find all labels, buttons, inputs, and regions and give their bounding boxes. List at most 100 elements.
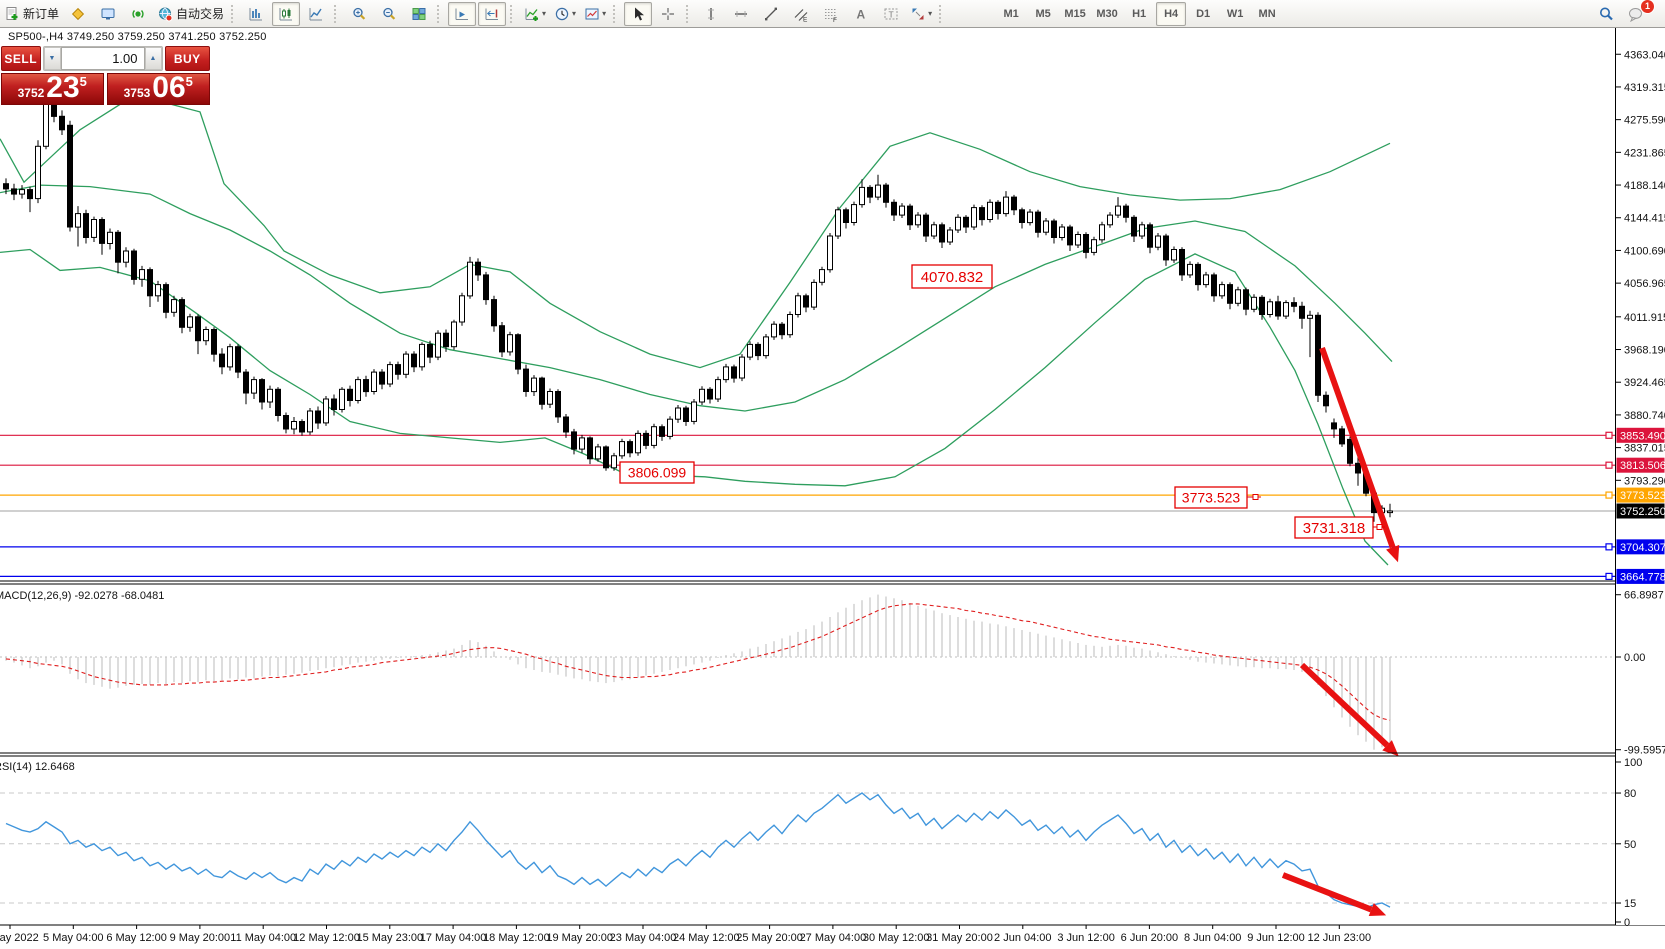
annotation-box[interactable] (1294, 516, 1374, 539)
candle-body (1131, 216, 1137, 237)
signals-button[interactable] (124, 2, 152, 26)
tf-w1-button[interactable]: W1 (1226, 7, 1244, 20)
candle-body (179, 299, 185, 328)
chart-ohlc-info: SP500-,H4 3749.250 3759.250 3741.250 375… (8, 31, 267, 43)
trend-arrow-line-0[interactable] (1319, 346, 1396, 549)
candle-body (627, 441, 633, 454)
line-chart-button[interactable] (302, 2, 330, 26)
hline-node[interactable] (1605, 491, 1613, 499)
tf-m5-button[interactable]: M5 (1035, 7, 1051, 20)
buy-price-display[interactable]: 3753 06 5 (106, 73, 210, 105)
chart-shift-button[interactable] (478, 1, 507, 26)
zoom-out-button[interactable] (375, 2, 403, 26)
hline-node[interactable] (1605, 572, 1613, 581)
candle-body (1027, 211, 1033, 224)
market-watch-button[interactable] (94, 2, 122, 26)
candle-body (387, 364, 393, 385)
annotation-box[interactable] (1174, 486, 1248, 509)
autotrading-button[interactable]: 自动交易 (154, 2, 227, 26)
sell-price-big: 23 (46, 71, 80, 104)
candle-body (899, 205, 905, 216)
candle-body (75, 213, 81, 228)
new-order-button[interactable]: 新订单 (1, 2, 62, 26)
zoom-in-button[interactable] (345, 2, 373, 26)
dropdown-caret-icon[interactable]: ▾ (928, 9, 933, 18)
dropdown-caret-icon[interactable]: ▾ (602, 9, 607, 18)
tf-h1-button[interactable]: H1 (1132, 7, 1147, 20)
periods-button[interactable]: ▾ (551, 2, 579, 26)
hline-node[interactable] (1605, 543, 1613, 551)
trend-arrow-head-1[interactable] (1382, 740, 1399, 757)
candle-body (507, 334, 513, 353)
candle-body (1091, 239, 1097, 253)
candlestick-chart-icon (278, 6, 294, 22)
hline-node[interactable] (1605, 431, 1613, 439)
buy-button[interactable]: BUY (164, 46, 210, 71)
annotation-node[interactable] (1252, 494, 1259, 500)
tf-m30-button[interactable]: M30 (1096, 7, 1118, 20)
candle-body (227, 346, 233, 368)
sell-price-display[interactable]: 3752 23 5 (1, 73, 104, 105)
auto-scroll-button[interactable] (448, 1, 477, 26)
vertical-line-button[interactable] (697, 2, 725, 26)
candle-body (795, 295, 801, 315)
horizontal-line-button[interactable] (727, 2, 755, 26)
tf-m1-button[interactable]: M1 (1003, 7, 1019, 20)
candle-body (1179, 249, 1185, 276)
indicators-button[interactable]: ▾ (521, 2, 549, 26)
metaeditor-button[interactable] (64, 2, 92, 26)
toolbar-group-objects: E F A T ▾ (696, 0, 936, 28)
annotation-box[interactable] (911, 264, 993, 289)
cursor-button[interactable] (624, 1, 653, 26)
dropdown-caret-icon[interactable]: ▾ (542, 9, 547, 18)
arrows-button[interactable]: ▾ (907, 2, 935, 26)
candle-body (1115, 205, 1121, 216)
lot-decrease-button[interactable]: ▼ (43, 47, 61, 70)
candle-body (243, 371, 249, 394)
dropdown-caret-icon[interactable]: ▾ (572, 9, 577, 18)
search-button[interactable] (1592, 2, 1620, 26)
candle-body (939, 224, 945, 243)
trendline-button[interactable] (757, 2, 785, 26)
annotation-node[interactable] (1376, 524, 1383, 530)
candle-body (307, 410, 313, 433)
candle-body (1227, 284, 1233, 304)
candle-body (107, 231, 113, 245)
price-badge-label: 3813.506 (1620, 460, 1665, 472)
tile-windows-button[interactable] (405, 2, 433, 26)
candle-body (1059, 226, 1065, 238)
candlestick-chart-button[interactable] (272, 1, 301, 26)
indicators-icon (524, 6, 540, 22)
autotrading-icon (157, 6, 173, 22)
trend-arrow-head-0[interactable] (1386, 544, 1400, 563)
tf-mn-button[interactable]: MN (1258, 7, 1276, 20)
templates-button[interactable]: ▾ (581, 2, 609, 26)
text-button[interactable]: A (847, 2, 875, 26)
bar-chart-button[interactable] (242, 2, 270, 26)
tf-m15-button[interactable]: M15 (1064, 7, 1086, 20)
candle-body (691, 401, 697, 422)
lot-size-input[interactable]: 1.00 (60, 47, 145, 70)
notifications-button[interactable]: 1 (1622, 0, 1655, 26)
equidistant-channel-button[interactable]: E (787, 2, 815, 26)
lot-increase-button[interactable]: ▲ (144, 47, 162, 70)
date-tick-label: 30 May 12:00 (863, 932, 930, 944)
candle-body (667, 418, 673, 437)
tf-d1-button[interactable]: D1 (1196, 7, 1211, 20)
tf-h4-button[interactable]: H4 (1156, 1, 1187, 26)
candle-body (771, 323, 777, 338)
text-label-button[interactable]: T (877, 2, 905, 26)
candle-body (1203, 274, 1209, 286)
toolbar-group-chart-type (241, 0, 331, 28)
price-badge-label: 3853.490 (1620, 430, 1665, 442)
trend-arrow-head-2[interactable] (1368, 903, 1387, 917)
trend-arrow-line-1[interactable] (1299, 662, 1390, 748)
hline-node[interactable] (1605, 461, 1613, 469)
crosshair-button[interactable] (654, 2, 682, 26)
fibonacci-button[interactable]: F (817, 2, 845, 26)
annotation-box[interactable] (619, 461, 695, 484)
sell-button[interactable]: SELL (1, 46, 41, 71)
candle-body (547, 391, 553, 405)
trend-arrow-line-2[interactable] (1281, 872, 1373, 913)
